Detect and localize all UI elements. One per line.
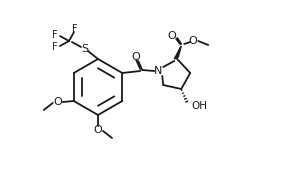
Text: O: O: [189, 36, 198, 46]
Text: O: O: [168, 31, 177, 41]
Text: O: O: [132, 52, 140, 62]
Text: F: F: [52, 42, 58, 52]
Text: S: S: [81, 44, 89, 54]
Text: O: O: [53, 97, 62, 107]
Polygon shape: [174, 46, 181, 59]
Text: F: F: [52, 30, 58, 40]
Text: N: N: [154, 66, 162, 76]
Text: O: O: [94, 125, 102, 135]
Text: OH: OH: [191, 101, 207, 111]
Text: F: F: [72, 24, 78, 34]
